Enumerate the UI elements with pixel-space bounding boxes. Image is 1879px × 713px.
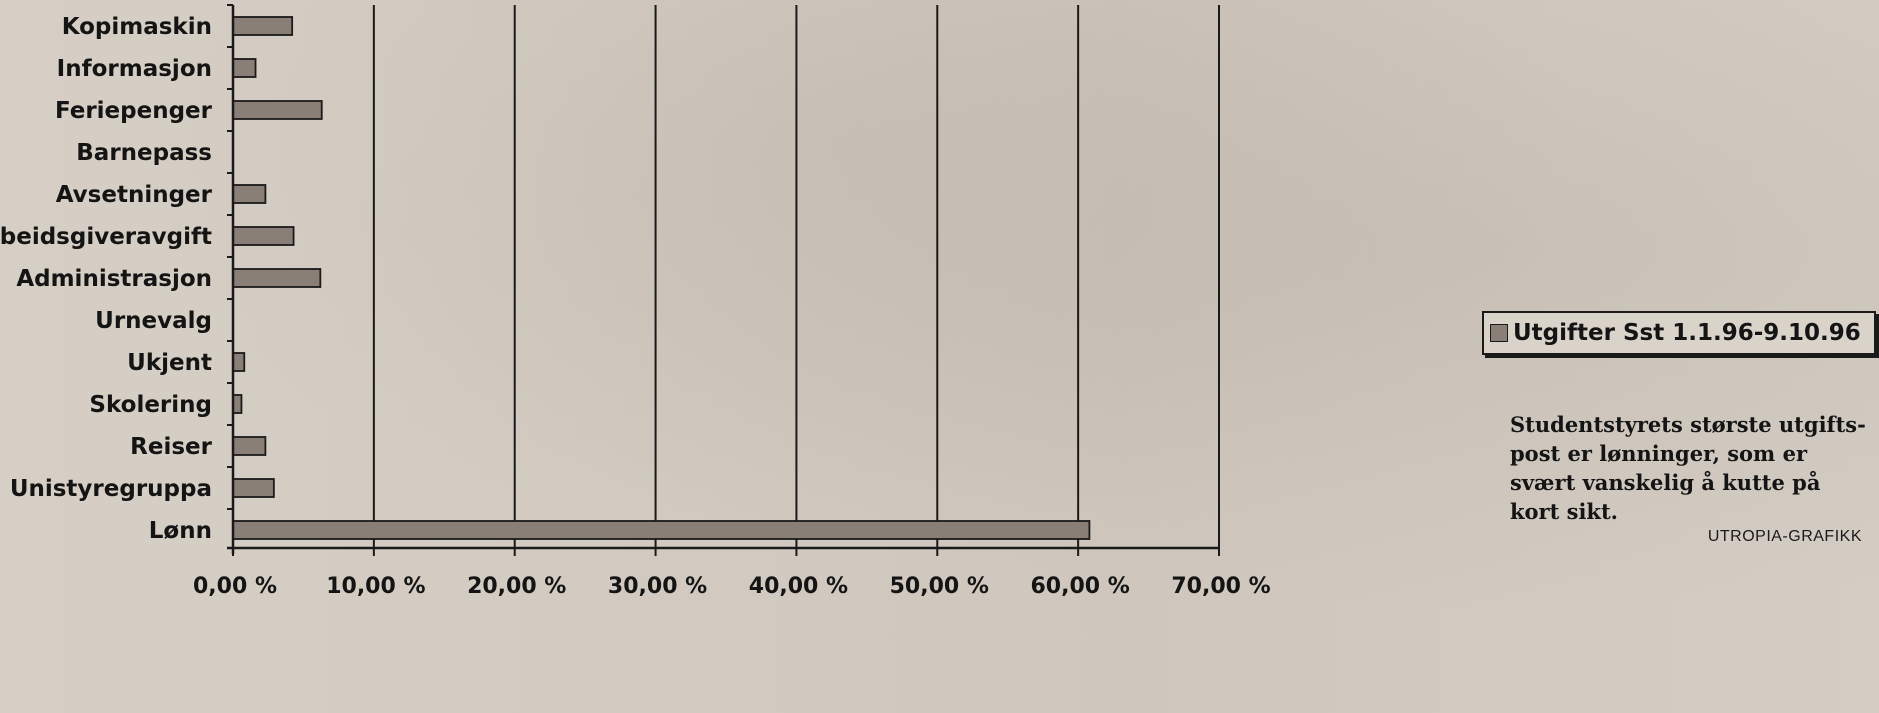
legend-entry: Utgifter Sst 1.1.96-9.10.96 <box>1513 320 1861 346</box>
bar <box>232 352 246 372</box>
bar <box>232 226 295 246</box>
gridlines <box>372 5 1220 548</box>
category-labels: Kopimaskin Informasjon Feriepenger Barnepas… <box>0 14 213 544</box>
bar <box>232 394 243 414</box>
category-label: Feriepenger <box>55 98 213 124</box>
x-tick-label: 70,00 % <box>1171 574 1270 599</box>
bar <box>232 436 267 456</box>
tick-labels: 0,00 % 10,00 % 20,00 % 30,00 % 40,00 % 50,00 … <box>193 574 1271 599</box>
x-tick-label: 0,00 % <box>193 574 277 599</box>
bar <box>232 268 322 288</box>
caption-line: kort sikt. <box>1510 499 1618 524</box>
axes <box>227 4 1220 556</box>
category-label: Arbeidsgiveravgift <box>0 224 212 250</box>
graphic-credit: UTROPIA-GRAFIKK <box>1707 528 1862 545</box>
x-tick-label: 40,00 % <box>749 574 848 599</box>
x-tick-label: 30,00 % <box>608 574 707 599</box>
bar <box>232 58 257 78</box>
bar <box>232 520 1091 540</box>
caption: Studentstyrets største utgifts- post er … <box>1510 410 1866 526</box>
category-label: Avsetninger <box>56 182 213 208</box>
caption-line: post er lønninger, som er <box>1510 441 1808 466</box>
x-tick-label: 60,00 % <box>1030 574 1129 599</box>
category-label: Reiser <box>130 434 212 460</box>
category-label: Skolering <box>89 392 212 418</box>
category-label: Urnevalg <box>95 308 212 334</box>
bar <box>232 478 275 498</box>
category-label: Administrasjon <box>16 266 212 292</box>
bar <box>232 184 267 204</box>
bar <box>232 100 323 120</box>
category-label: Barnepass <box>76 140 212 166</box>
category-label: Unistyregruppa <box>10 476 212 502</box>
caption-line: svært vanskelig å kutte på <box>1510 470 1821 495</box>
category-label: Kopimaskin <box>62 14 212 40</box>
category-label: Ukjent <box>127 350 212 376</box>
legend-swatch <box>1490 324 1508 342</box>
bar <box>232 16 294 36</box>
x-tick-label: 10,00 % <box>326 574 425 599</box>
x-tick-label: 50,00 % <box>890 574 989 599</box>
category-label: Lønn <box>149 518 212 544</box>
legend: Utgifter Sst 1.1.96-9.10.96 <box>1482 311 1876 355</box>
x-tick-label: 20,00 % <box>467 574 566 599</box>
caption-line: Studentstyrets største utgifts- <box>1510 412 1866 437</box>
bars <box>232 16 1091 540</box>
category-label: Informasjon <box>57 56 212 82</box>
